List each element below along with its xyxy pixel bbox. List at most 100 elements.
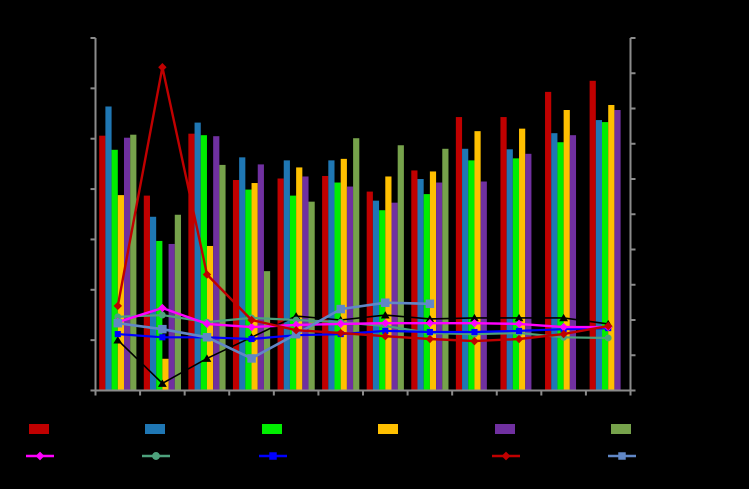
magenta-line-marker — [202, 319, 212, 329]
darkred-line-marker — [202, 270, 212, 279]
olive-bars — [130, 134, 449, 391]
green-bars-bar — [289, 195, 297, 391]
magenta-line-path — [117, 306, 609, 329]
green-bars-bar — [602, 122, 609, 391]
axes — [90, 37, 636, 396]
purple-bars-bar — [346, 186, 354, 391]
magenta-line-marker — [559, 322, 568, 332]
blue-line-marker — [515, 327, 523, 334]
magenta-line-marker — [381, 318, 390, 328]
purple-bars-bar — [213, 136, 220, 391]
blue-line-marker — [382, 327, 389, 334]
blue-bars-bar — [149, 216, 157, 391]
blue-line-path — [117, 327, 609, 341]
olive-bars-bar — [308, 201, 315, 391]
green-bars-bar — [512, 158, 520, 391]
blue-bars-bar — [551, 133, 558, 391]
blue-line-marker — [471, 328, 478, 336]
yellow-bars-bar — [519, 128, 526, 391]
magenta-line-marker — [158, 303, 167, 313]
blue-bars-bar — [105, 106, 112, 391]
red-bars-bar — [545, 91, 552, 391]
seagreen-line-marker — [292, 316, 300, 324]
olive-bars-bar — [442, 148, 449, 391]
blue-line-marker — [114, 331, 121, 338]
darkred-line-marker — [247, 315, 256, 325]
red-bars-bar — [589, 80, 596, 391]
black-line-marker — [157, 379, 167, 387]
green-bars-bar — [468, 160, 475, 391]
magenta-line-marker — [247, 322, 256, 332]
green-bars-bar — [557, 142, 564, 391]
seagreen-line-marker — [158, 311, 166, 319]
yellow-bars-bar — [563, 110, 570, 391]
darkred-line-marker — [559, 329, 568, 339]
steelblue-line-marker — [158, 324, 167, 334]
darkred-line — [113, 63, 613, 346]
seagreen-line-marker — [604, 334, 612, 342]
blue-bars-bar — [417, 179, 424, 391]
yellow-bars-bar — [296, 167, 303, 391]
darkred-line-marker — [604, 321, 613, 331]
magenta-line-marker — [514, 319, 524, 329]
yellow-bars-bar — [340, 158, 347, 391]
steelblue-line-marker — [381, 298, 390, 307]
steelblue-line-marker — [247, 354, 256, 363]
blue-line-marker — [426, 328, 433, 336]
red-bars-bar — [366, 191, 373, 391]
green-bars-bar — [111, 149, 118, 391]
blue-bars-bar — [194, 122, 201, 391]
darkred-line-marker — [514, 334, 524, 344]
yellow-bars-bar — [474, 131, 481, 391]
red-bars-bar — [455, 117, 463, 391]
olive-bars-bar — [174, 214, 181, 391]
black-line-marker — [470, 313, 479, 322]
yellow-bars-bar — [251, 183, 258, 391]
magenta-line-marker — [291, 320, 301, 330]
blue-bars-bar — [595, 120, 603, 391]
blue-line-marker — [159, 334, 166, 341]
steelblue-line-marker — [425, 299, 435, 309]
purple-bars-bar — [480, 181, 487, 391]
darkred-line-marker — [381, 332, 390, 341]
red-bars-bar — [322, 175, 329, 391]
purple-bars-bar — [614, 110, 621, 391]
purple-bars-bar — [302, 176, 309, 391]
purple-bars-bar — [123, 137, 131, 391]
blue-bars-bar — [328, 160, 335, 391]
blue-line-marker — [248, 335, 255, 343]
steelblue-line-path — [117, 301, 430, 360]
darkred-line-marker — [291, 326, 301, 335]
olive-bars-bar — [397, 145, 404, 391]
olive-bars-bar — [130, 134, 137, 391]
magenta-line-marker — [425, 318, 435, 328]
seagreen-line-marker — [114, 313, 122, 321]
black-line-marker — [380, 311, 390, 319]
purple-bars-bar — [436, 182, 443, 391]
steelblue-line-marker — [202, 333, 212, 342]
blue-bars-bar — [372, 200, 380, 391]
black-line-marker — [559, 313, 569, 322]
red-bars-bar — [500, 117, 507, 391]
red-bars-bar — [143, 195, 150, 391]
steelblue-line — [113, 298, 435, 363]
olive-bars-bar — [353, 138, 360, 391]
green-bars-bar — [245, 189, 252, 391]
yellow-bars-bar — [206, 245, 214, 391]
red-bars-bar — [188, 133, 195, 391]
magenta-line-marker — [470, 318, 479, 328]
steelblue-line-marker — [336, 304, 345, 314]
darkred-line-path — [116, 67, 609, 343]
darkred-line-marker — [158, 63, 167, 72]
steelblue-line-marker — [113, 318, 123, 328]
black-line-marker — [202, 354, 212, 362]
purple-bars-bar — [569, 135, 577, 391]
red-bars-bar — [411, 170, 418, 391]
green-bars-bar — [334, 182, 341, 391]
red-bars-bar — [277, 178, 284, 391]
darkred-line-marker — [425, 334, 435, 344]
darkred-line-marker — [113, 301, 122, 311]
darkred-line-marker — [470, 336, 479, 346]
